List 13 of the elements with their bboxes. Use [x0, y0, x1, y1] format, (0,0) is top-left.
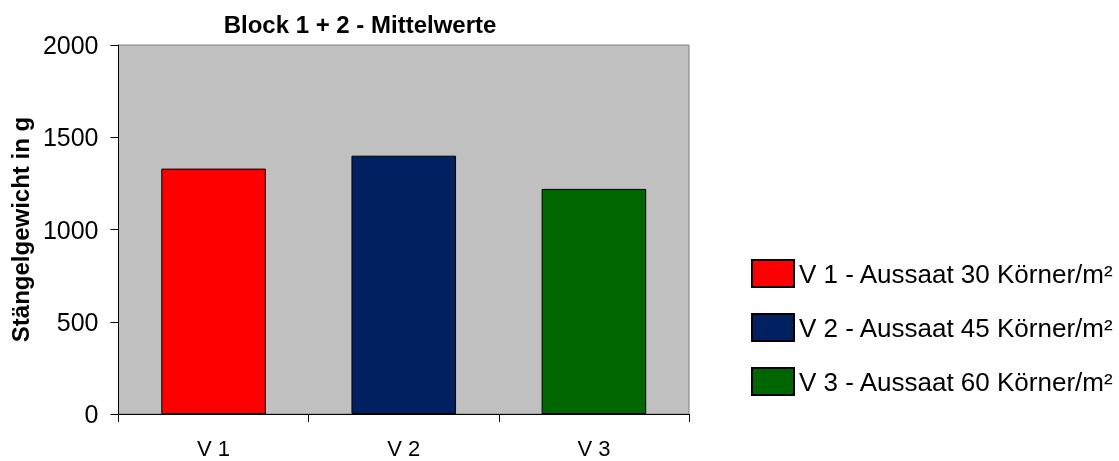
y-tick-label: 0	[84, 400, 99, 428]
y-tick-label: 1500	[42, 123, 99, 152]
legend-label: V 3 - Aussaat 60 Körner/m²	[799, 366, 1113, 397]
x-tick-label: V 1	[197, 435, 231, 461]
x-tick-label: V 3	[577, 435, 611, 461]
y-axis-title: Stängelgewicht in g	[6, 116, 34, 343]
legend-label: V 2 - Aussaat 45 Körner/m²	[799, 312, 1113, 343]
y-tick-label: 1000	[42, 215, 99, 244]
y-tick-label: 500	[56, 307, 99, 336]
chart-title: Block 1 + 2 - Mittelwerte	[223, 10, 497, 38]
x-tick-label: V 2	[387, 435, 421, 461]
y-tick-label: 2000	[42, 31, 99, 59]
legend-label: V 1 - Aussaat 30 Körner/m²	[799, 258, 1113, 289]
